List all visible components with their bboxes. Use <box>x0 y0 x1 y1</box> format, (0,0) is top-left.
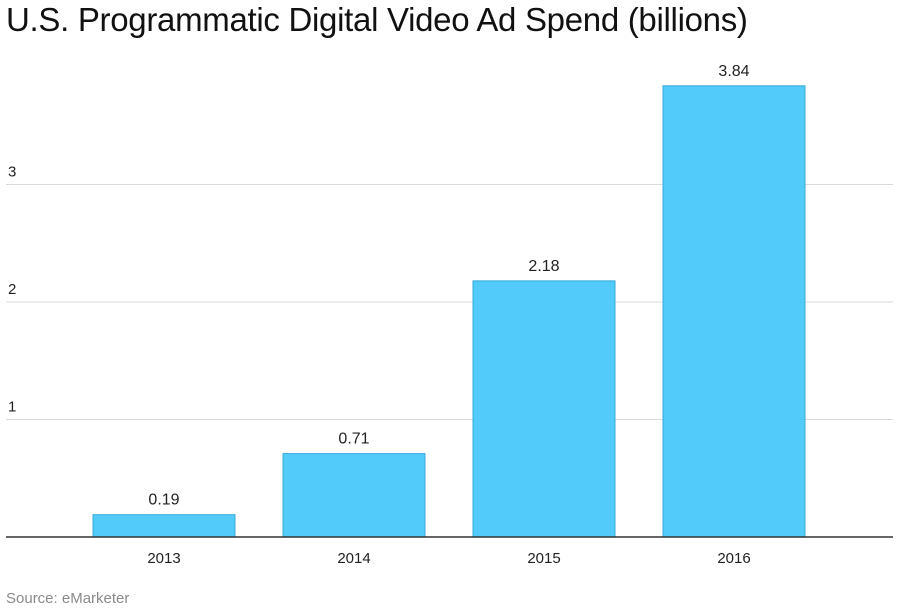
data-labels: 0.19 0.71 2.18 3.84 <box>148 63 749 509</box>
x-tick-label-2016: 2016 <box>717 550 750 567</box>
data-label-2016: 3.84 <box>718 63 749 80</box>
x-tick-label-2014: 2014 <box>337 550 370 567</box>
y-tick-label-3: 3 <box>8 164 16 181</box>
x-tick-label-2013: 2013 <box>147 550 180 567</box>
data-label-2014: 0.71 <box>338 431 369 448</box>
y-tick-label-2: 2 <box>8 281 16 298</box>
data-label-2013: 0.19 <box>148 492 179 509</box>
data-label-2015: 2.18 <box>528 258 559 275</box>
axes: 1 2 3 2013 2014 2015 2016 <box>6 164 893 567</box>
bar-2014 <box>282 453 426 538</box>
y-tick-label-1: 1 <box>8 399 16 416</box>
source-note: Source: eMarketer <box>6 590 130 607</box>
x-tick-label-2015: 2015 <box>527 550 560 567</box>
chart-title: U.S. Programmatic Digital Video Ad Spend… <box>6 1 748 38</box>
bar-2013 <box>92 514 236 538</box>
bar-2016 <box>662 85 806 538</box>
bars <box>92 85 806 538</box>
bar-2015 <box>472 280 616 538</box>
